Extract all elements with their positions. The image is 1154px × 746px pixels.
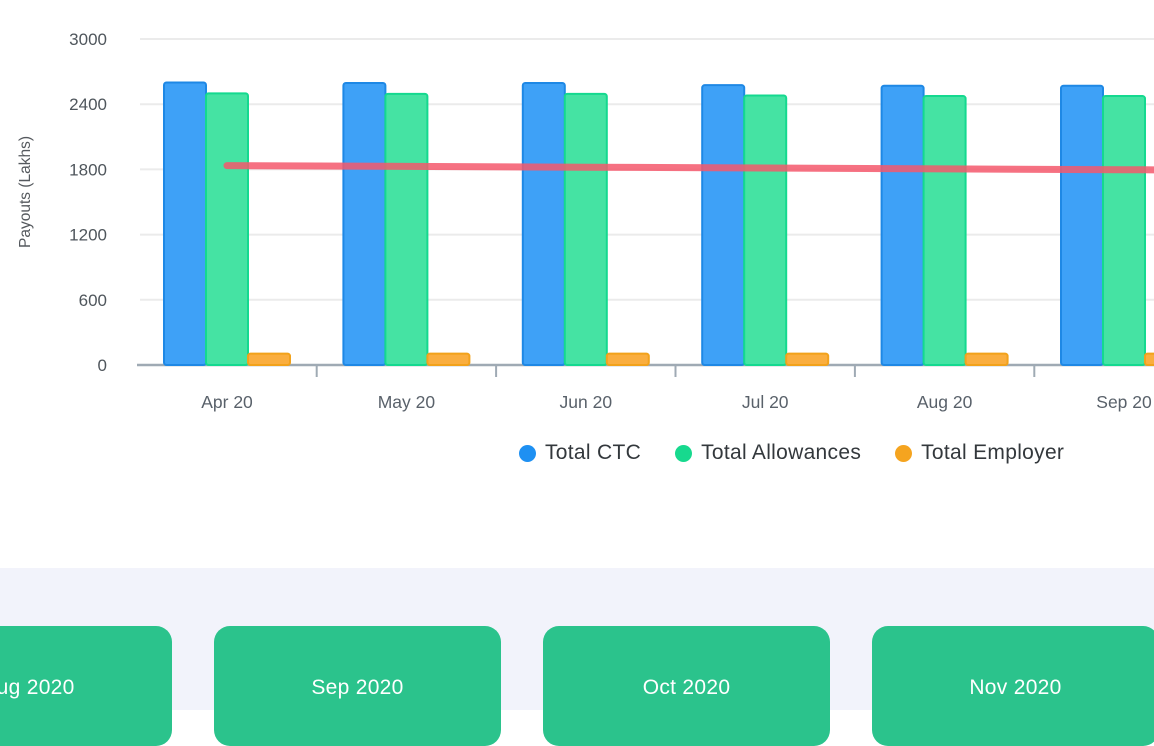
- bar: [1102, 95, 1146, 367]
- legend-label: Total Employer: [921, 441, 1065, 464]
- legend-item-total-employer[interactable]: Total Employer: [895, 441, 1064, 465]
- month-card[interactable]: Sep 2020: [214, 626, 501, 746]
- bar: [701, 84, 746, 367]
- y-axis-title: Payouts (Lakhs): [17, 136, 34, 248]
- y-tick-label: 600: [79, 291, 107, 310]
- month-card-label: Oct 2020: [642, 676, 731, 699]
- bar: [880, 84, 925, 367]
- x-tick-label: Aug 20: [917, 392, 973, 412]
- legend-dot-orange-icon: [895, 444, 913, 462]
- bar: [563, 92, 608, 366]
- bar: [964, 352, 1009, 366]
- y-tick-label: 3000: [69, 30, 107, 49]
- legend-dot-blue-icon: [519, 444, 536, 462]
- chart-legend: Total CTC Total Allowances Total Employe…: [519, 441, 1064, 465]
- month-card-label: Aug 2020: [0, 676, 75, 699]
- legend-label: Total CTC: [545, 441, 642, 464]
- trend-line: [223, 162, 1154, 174]
- legend-item-total-allowances[interactable]: Total Allowances: [675, 441, 861, 465]
- y-tick-label: 1200: [69, 226, 107, 245]
- x-tick-label: May 20: [378, 392, 436, 412]
- x-tick-label: Jun 20: [560, 392, 613, 412]
- bar: [426, 352, 471, 366]
- month-card[interactable]: Aug 2020: [0, 626, 172, 746]
- bar: [785, 352, 830, 366]
- bar: [743, 94, 788, 367]
- x-tick-label: Apr 20: [201, 392, 253, 412]
- y-tick-label: 0: [98, 356, 107, 375]
- payouts-chart-canvas: 0 600 1200 1800 2400 3000 Apr 20 May 20 Jun 20 Ju…: [17, 30, 1154, 412]
- month-card[interactable]: Oct 2020: [543, 626, 830, 746]
- legend-label: Total Allowances: [701, 441, 862, 464]
- bar: [342, 82, 387, 366]
- month-card-label: Sep 2020: [311, 676, 404, 699]
- legend-dot-green-icon: [675, 444, 693, 462]
- payroll-dashboard: 0 600 1200 1800 2400 3000 Apr 20 May 20 Jun 20 Ju…: [0, 30, 1154, 746]
- month-card[interactable]: Nov 2020: [872, 626, 1154, 746]
- bar: [247, 352, 291, 366]
- x-tick-label: Sep 20: [1096, 392, 1152, 412]
- bar: [1060, 84, 1104, 367]
- bar: [1144, 352, 1154, 366]
- x-tick-label: Jul 20: [742, 392, 789, 412]
- bar: [163, 81, 207, 366]
- bar: [384, 92, 429, 366]
- month-card-label: Nov 2020: [969, 676, 1062, 699]
- bar: [922, 95, 967, 367]
- legend-item-total-ctc[interactable]: Total CTC: [519, 441, 641, 465]
- y-tick-label: 1800: [69, 160, 107, 179]
- bar: [605, 352, 650, 366]
- bar: [521, 82, 566, 366]
- month-cards-row: Aug 2020 Sep 2020 Oct 2020 Nov 2020: [0, 626, 1154, 746]
- bottom-panel: Aug 2020 Sep 2020 Oct 2020 Nov 2020: [0, 568, 1154, 746]
- y-tick-label: 2400: [69, 95, 107, 114]
- bar: [205, 92, 249, 366]
